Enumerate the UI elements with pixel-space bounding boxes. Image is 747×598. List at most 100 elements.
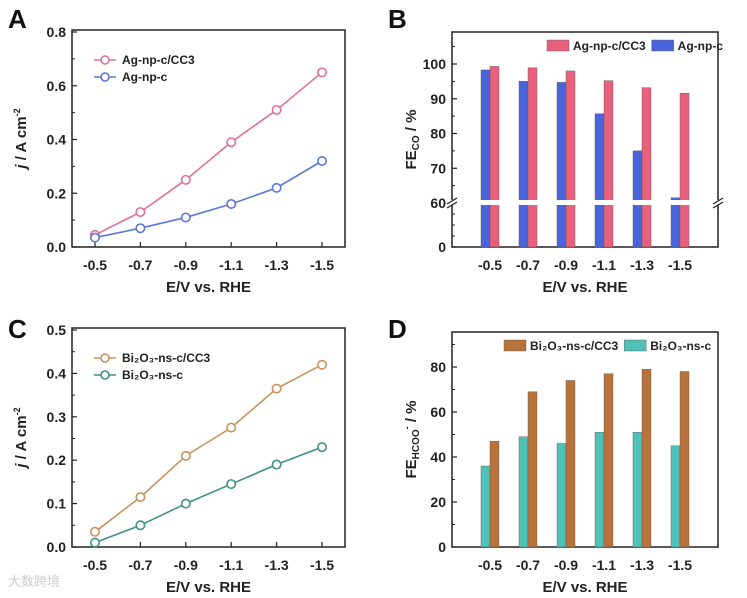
- plot-frame: [451, 331, 719, 548]
- y-tick-label: 0.2: [47, 452, 67, 468]
- series-line: [94, 364, 323, 533]
- y-tick-label: 0.1: [47, 496, 67, 512]
- data-point: [316, 156, 327, 167]
- data-point: [271, 459, 282, 470]
- bar: [603, 373, 614, 548]
- legend-marker: [100, 72, 110, 82]
- data-point: [135, 223, 146, 234]
- legend-label: Bi₂O₃-ns-c: [650, 339, 711, 353]
- y-tick-label: 80: [430, 359, 446, 375]
- x-tick-label: -1.1: [219, 557, 243, 573]
- watermark: 大数跨境: [8, 574, 60, 589]
- y-tick-label: 0.0: [47, 239, 67, 255]
- x-tick-label: -1.1: [592, 257, 616, 273]
- bar: [489, 66, 500, 248]
- bar: [603, 80, 614, 248]
- x-tick-label: -0.7: [128, 557, 152, 573]
- data-point: [180, 212, 191, 223]
- bar: [641, 369, 652, 548]
- data-point: [180, 450, 191, 461]
- axis-break-mark: [446, 197, 458, 205]
- data-point: [316, 67, 327, 78]
- x-tick-label: -0.9: [554, 257, 578, 273]
- legend-swatch: [651, 39, 674, 52]
- axis-break-mark: [446, 201, 458, 209]
- plot-frame: [451, 31, 719, 248]
- y-tick-label: 0: [438, 239, 446, 255]
- data-point: [271, 182, 282, 193]
- x-tick-label: -1.3: [265, 557, 289, 573]
- legend-marker: [100, 370, 110, 380]
- axis-break-mark: [712, 201, 724, 209]
- bar: [556, 443, 567, 548]
- bar: [518, 436, 529, 548]
- y-tick-label: 0.0: [47, 539, 67, 555]
- legend-swatch: [624, 339, 647, 352]
- legend-label: Ag-np-c: [122, 70, 168, 84]
- y-axis-label: j / A cm-2: [12, 407, 30, 469]
- bar: [518, 81, 529, 248]
- legend-swatch: [546, 39, 570, 52]
- series-line: [94, 160, 323, 239]
- plot-frame: [71, 29, 346, 248]
- legend-label: Bi₂O₃-ns-c: [122, 368, 183, 382]
- panel-c: C 0.0 0.1 0.2 0.3 0.4 0.5 -0.5 -0.7 -0.9 -1.1 -1.3 -…: [8, 314, 346, 596]
- legend-swatch: [503, 339, 527, 352]
- legend-label: Bi₂O₃-ns-c/CC3: [530, 339, 619, 353]
- y-tick-label: 80: [430, 126, 446, 142]
- y-tick-label: 60: [430, 195, 446, 211]
- bar: [489, 441, 500, 548]
- legend-marker: [100, 55, 110, 65]
- bar: [679, 371, 690, 548]
- data-point: [180, 174, 191, 185]
- panel-a: A 0.0 0.2 0.4 0.6 0.8 -0.5 -0.7 -0.9 -1.1 -1.3 -1.5…: [8, 4, 346, 296]
- plot-frame: [71, 327, 346, 548]
- x-axis-label: E/V vs. RHE: [542, 579, 627, 596]
- bar: [670, 197, 681, 248]
- x-tick-label: -1.5: [310, 257, 334, 273]
- y-tick-label: 0.3: [47, 409, 67, 425]
- data-point: [90, 526, 101, 537]
- x-tick-label: -0.5: [478, 557, 502, 573]
- panel-d: D 0 20 40 60 80 -0.5 -0.7 -0.9 -1.1 -1.3 -1.5 E/V vs…: [388, 314, 719, 596]
- y-tick-label: 70: [430, 160, 446, 176]
- series-line: [94, 71, 323, 236]
- bar: [480, 69, 491, 248]
- x-axis-label: E/V vs. RHE: [166, 279, 251, 296]
- y-tick-label: 0.2: [47, 185, 67, 201]
- x-tick-label: -0.9: [174, 257, 198, 273]
- data-point: [316, 442, 327, 453]
- data-point: [226, 479, 237, 490]
- data-point: [180, 498, 191, 509]
- data-point: [90, 232, 101, 243]
- y-tick-label: 40: [430, 449, 446, 465]
- bar: [565, 70, 576, 248]
- data-point: [135, 492, 146, 503]
- panel-label: D: [388, 314, 407, 344]
- legend-label: Ag-np-c/CC3: [573, 39, 646, 53]
- data-point: [271, 383, 282, 394]
- data-point: [226, 199, 237, 210]
- data-point: [135, 207, 146, 218]
- bar: [670, 445, 681, 548]
- data-point: [226, 137, 237, 148]
- panel-label: B: [388, 4, 407, 34]
- x-tick-label: -0.9: [174, 557, 198, 573]
- bar: [527, 67, 538, 248]
- x-tick-label: -0.7: [516, 257, 540, 273]
- data-point: [226, 422, 237, 433]
- axis-break-mark: [712, 197, 724, 205]
- y-axis-label: FEHCOO- / %: [402, 400, 422, 478]
- bar: [527, 391, 538, 548]
- y-tick-label: 100: [423, 56, 447, 72]
- data-point: [90, 537, 101, 548]
- bar: [632, 432, 643, 548]
- x-tick-label: -1.3: [265, 257, 289, 273]
- bar: [679, 92, 690, 248]
- panel-label: C: [8, 314, 27, 344]
- y-tick-label: 0.8: [47, 24, 67, 40]
- x-tick-label: -0.7: [128, 257, 152, 273]
- axis-break-gap: [448, 200, 722, 205]
- x-tick-label: -1.5: [668, 557, 692, 573]
